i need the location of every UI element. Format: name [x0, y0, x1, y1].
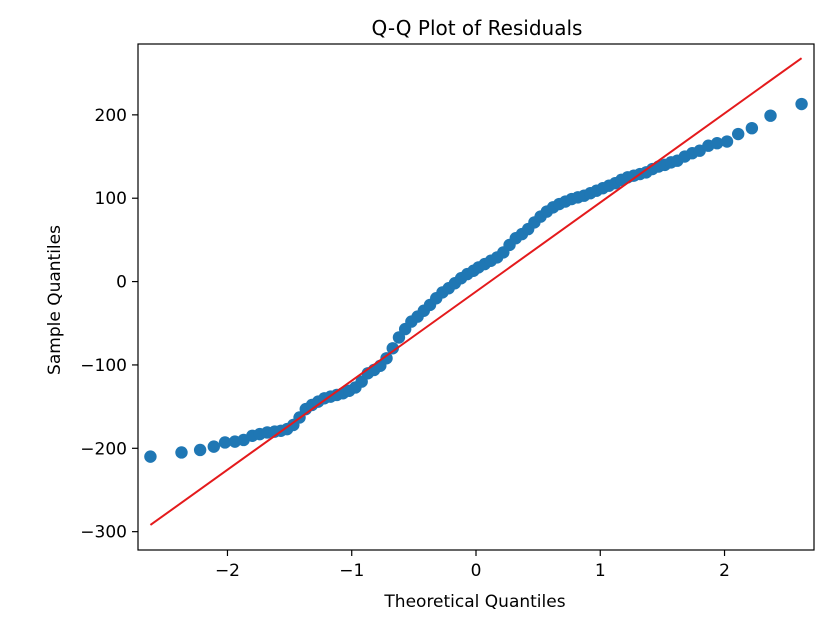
x-tick-label: 0 [471, 561, 482, 581]
data-point [731, 127, 745, 141]
y-tick-label: 100 [95, 189, 127, 209]
reference-line [149, 57, 803, 526]
data-point [193, 443, 207, 457]
data-point [218, 436, 232, 449]
data-point [795, 97, 808, 111]
x-axis-label: Theoretical Quantiles [383, 592, 565, 612]
x-tick-label: 2 [719, 561, 730, 581]
y-axis-label: Sample Quantiles [45, 225, 65, 375]
data-point [144, 450, 157, 463]
chart-title: Q-Q Plot of Residuals [372, 16, 583, 40]
data-point [764, 109, 777, 122]
data-point [207, 440, 221, 453]
x-tick-label: −2 [215, 561, 240, 581]
y-tick-label: 0 [116, 273, 127, 293]
y-tick-label: −200 [80, 439, 127, 459]
data-point [710, 136, 724, 150]
x-tick-label: −1 [339, 561, 364, 581]
y-tick-label: 200 [95, 106, 127, 126]
data-point [745, 121, 759, 135]
x-tick-label: 1 [595, 561, 606, 581]
data-point [380, 352, 393, 365]
y-tick-label: −100 [80, 356, 127, 376]
plot-area: −2 −1 0 1 2 −300 −200 −100 0 100 200 [80, 43, 815, 581]
data-point [720, 135, 734, 148]
data-point [386, 342, 399, 355]
data-point [175, 446, 188, 459]
y-tick-label: −300 [80, 523, 127, 543]
